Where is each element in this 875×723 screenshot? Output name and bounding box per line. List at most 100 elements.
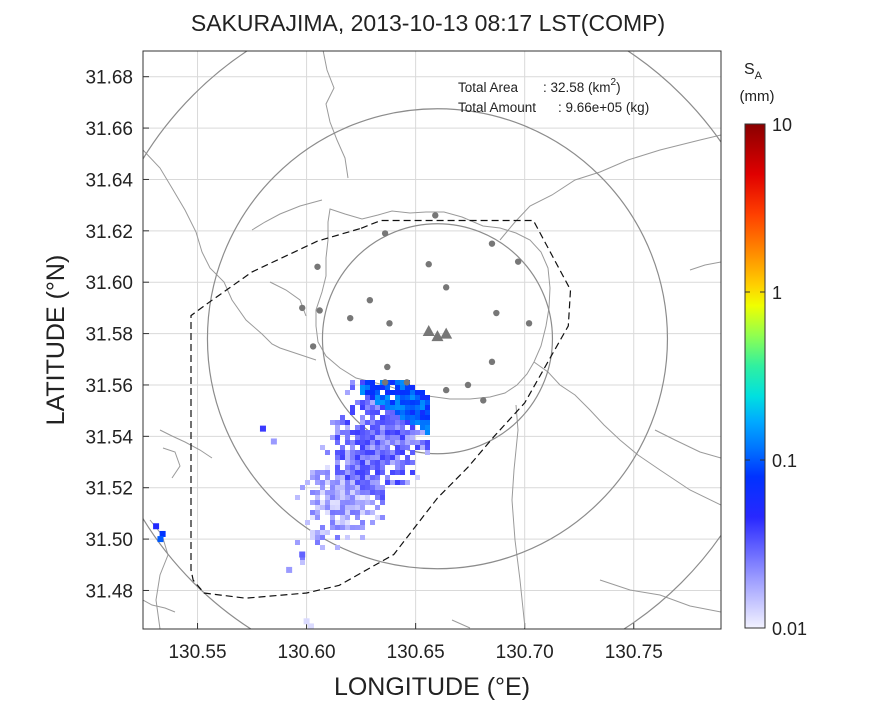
- ash-cell: [355, 510, 360, 515]
- ash-cell: [365, 445, 370, 450]
- station-marker: [525, 320, 533, 327]
- station-marker: [442, 284, 450, 291]
- ash-cell: [395, 480, 400, 485]
- ash-cell: [370, 410, 375, 415]
- ash-cell: [400, 465, 405, 470]
- ash-cell: [420, 440, 425, 445]
- ash-cell: [365, 500, 370, 505]
- ash-cell: [325, 480, 330, 485]
- ash-cell: [380, 420, 385, 425]
- ash-cell: [360, 455, 365, 460]
- ash-cell: [405, 415, 410, 420]
- ash-outlier-cell: [157, 536, 164, 543]
- ash-cell: [335, 435, 340, 440]
- ash-cell: [400, 400, 405, 405]
- ash-cell: [365, 495, 370, 500]
- ash-cell: [350, 475, 355, 480]
- ash-cell: [360, 490, 365, 495]
- ash-cell: [320, 485, 325, 490]
- x-tick-label: 130.60: [278, 642, 336, 663]
- ash-outlier-cell: [303, 618, 310, 625]
- ash-cell: [385, 405, 390, 410]
- ash-cell: [385, 410, 390, 415]
- ash-outlier-cell: [259, 425, 266, 432]
- ash-cell: [330, 435, 335, 440]
- y-tick-label: 31.64: [85, 170, 133, 191]
- ash-cell: [410, 460, 415, 465]
- ash-cell: [340, 480, 345, 485]
- ash-cell: [375, 395, 380, 400]
- ash-cell: [355, 455, 360, 460]
- ash-cell: [350, 480, 355, 485]
- ash-outlier-cell: [159, 530, 166, 537]
- ash-cell: [410, 395, 415, 400]
- ash-cell: [360, 425, 365, 430]
- ash-cell: [375, 505, 380, 510]
- ash-cell: [345, 480, 350, 485]
- ash-cell: [345, 425, 350, 430]
- coastline-segment: [315, 208, 551, 400]
- ash-cell: [375, 420, 380, 425]
- ash-cell: [365, 490, 370, 495]
- ash-outlier-cell: [299, 551, 306, 558]
- ash-cell: [345, 525, 350, 530]
- ash-cell: [360, 480, 365, 485]
- ash-fall-cells: [153, 380, 430, 629]
- ash-cell: [370, 405, 375, 410]
- ash-cell: [345, 390, 350, 395]
- ash-cell: [400, 445, 405, 450]
- ash-cell: [365, 410, 370, 415]
- ash-cell: [405, 410, 410, 415]
- ash-cell: [400, 390, 405, 395]
- ash-cell: [395, 440, 400, 445]
- ash-cell: [425, 425, 430, 430]
- ash-cell: [395, 435, 400, 440]
- ash-cell: [335, 525, 340, 530]
- ash-cell: [350, 380, 355, 385]
- ash-cell: [320, 525, 325, 530]
- ash-cell: [395, 455, 400, 460]
- ash-cell: [340, 495, 345, 500]
- coastline-segment: [599, 579, 721, 613]
- ash-cell: [355, 430, 360, 435]
- ash-cell: [360, 475, 365, 480]
- station-marker: [493, 309, 500, 317]
- ash-cell: [360, 405, 365, 410]
- ash-cell: [315, 540, 320, 545]
- ash-cell: [390, 410, 395, 415]
- ash-cell: [370, 400, 375, 405]
- ash-cell: [325, 465, 330, 470]
- ash-cell: [415, 405, 420, 410]
- ash-cell: [390, 460, 395, 465]
- ash-cell: [365, 430, 370, 435]
- ash-cell: [395, 395, 400, 400]
- ash-cell: [320, 505, 325, 510]
- ash-cell: [325, 475, 330, 480]
- ash-cell: [360, 525, 365, 530]
- ash-cell: [335, 455, 340, 460]
- ash-cell: [340, 500, 345, 505]
- ash-cell: [355, 505, 360, 510]
- ash-cell: [390, 480, 395, 485]
- ash-cell: [395, 445, 400, 450]
- ash-cell: [380, 490, 385, 495]
- ash-cell: [335, 535, 340, 540]
- ash-outlier-cell: [286, 566, 293, 573]
- ash-cell: [340, 525, 345, 530]
- ash-cell: [410, 450, 415, 455]
- ash-cell: [315, 495, 320, 500]
- ash-cell: [310, 470, 315, 475]
- ash-cell: [355, 465, 360, 470]
- ash-cell: [335, 545, 340, 550]
- ash-cell: [360, 505, 365, 510]
- ash-cell: [335, 440, 340, 445]
- ash-cell: [355, 460, 360, 465]
- plot-area: 130.55 130.60 130.65 130.70 130.75 31.48 31.5…: [85, 50, 722, 663]
- x-axis-label: LONGITUDE (°E): [334, 673, 530, 701]
- ash-cell: [410, 385, 415, 390]
- ash-cell: [345, 515, 350, 520]
- ash-cell: [395, 390, 400, 395]
- station-marker: [464, 381, 472, 389]
- station-marker: [384, 363, 391, 371]
- ash-cell: [320, 500, 325, 505]
